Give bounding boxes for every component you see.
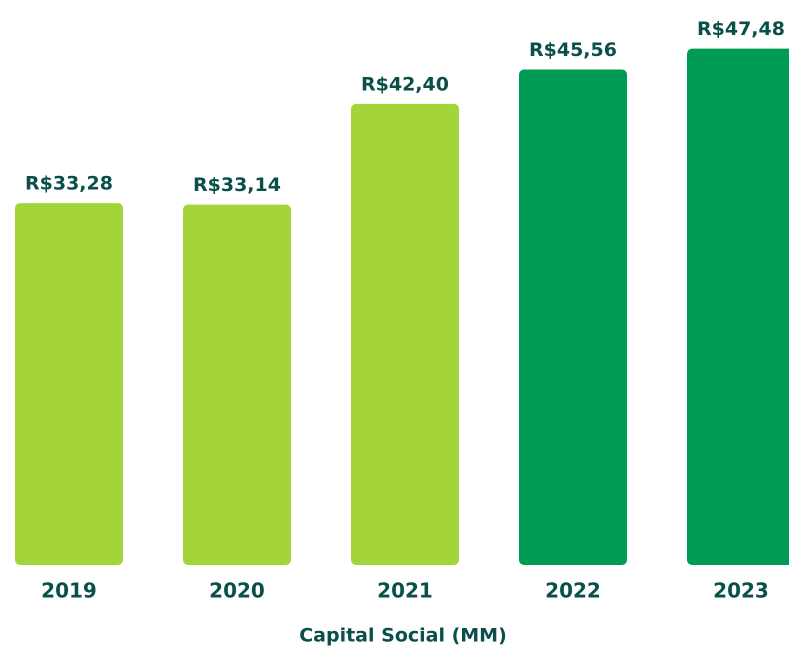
bar (15, 203, 123, 565)
bar (519, 69, 627, 565)
bar (687, 48, 789, 565)
x-tick-label: 2022 (545, 579, 601, 603)
value-label: R$47,48 (697, 18, 785, 40)
x-tick-label: 2020 (209, 579, 265, 603)
value-label: R$33,14 (193, 174, 281, 196)
x-tick-label: 2023 (713, 579, 769, 603)
value-label: R$45,56 (529, 39, 617, 61)
chart-title: Capital Social (MM) (299, 625, 507, 647)
value-label: R$42,40 (361, 73, 449, 95)
value-label: R$33,28 (25, 173, 113, 195)
bar (351, 103, 459, 566)
x-tick-label: 2019 (41, 579, 97, 603)
bar (183, 204, 291, 566)
x-tick-label: 2021 (377, 579, 433, 603)
